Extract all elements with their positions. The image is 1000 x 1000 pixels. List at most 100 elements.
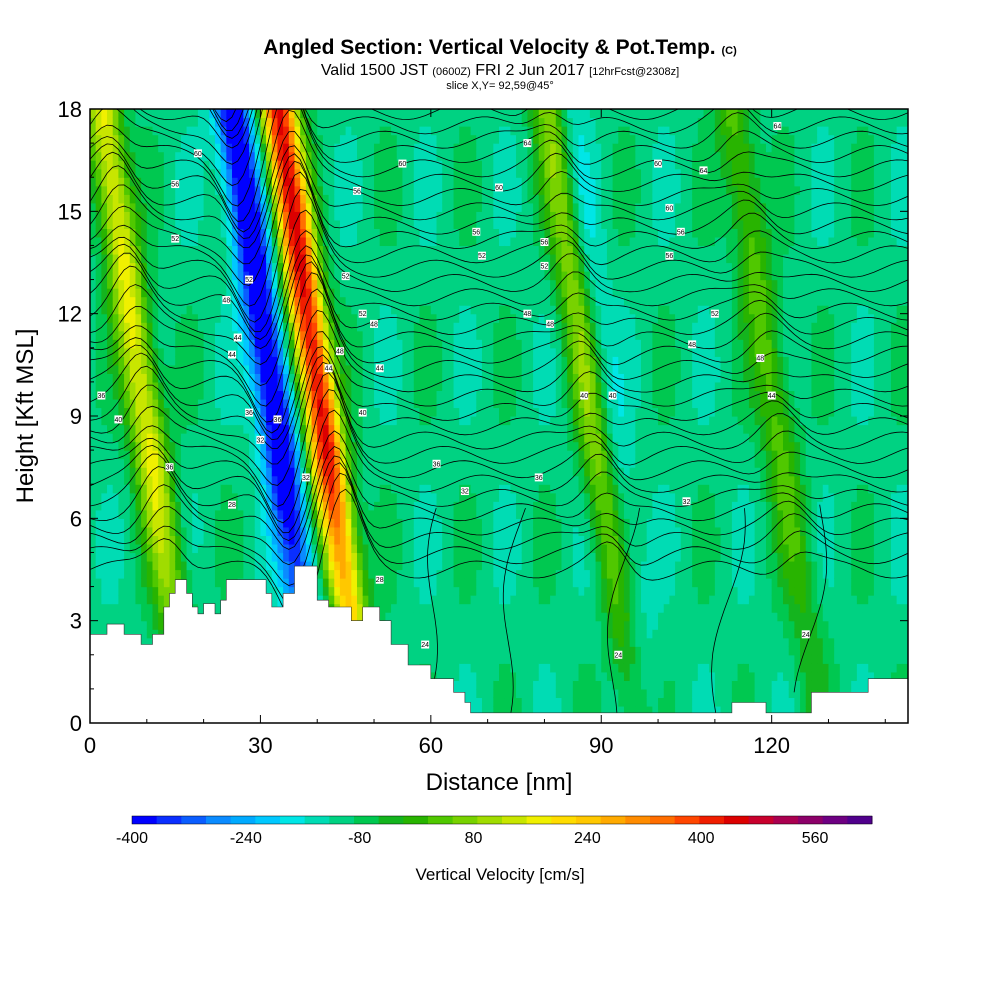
field-cell [345, 168, 352, 178]
field-cell [345, 518, 352, 528]
field-cell [266, 569, 273, 579]
field-cell [192, 356, 199, 366]
field-cell [129, 407, 137, 417]
field-cell [447, 160, 455, 170]
field-cell [288, 347, 296, 357]
field-cell [436, 612, 443, 622]
field-cell [362, 151, 369, 161]
field-cell [351, 117, 358, 127]
field-cell [351, 347, 358, 357]
field-cell [476, 211, 483, 221]
field-cell [408, 373, 415, 383]
field-cell [481, 595, 489, 605]
field-cell [430, 578, 438, 588]
field-cell [135, 416, 142, 426]
field-cell [271, 194, 279, 204]
field-cell [277, 134, 284, 144]
field-cell [237, 347, 244, 357]
field-cell [226, 185, 233, 195]
field-cell [112, 467, 120, 477]
field-cell [141, 279, 148, 289]
field-cell [180, 151, 188, 161]
field-cell [464, 543, 472, 554]
field-cell [425, 620, 432, 630]
field-cell [413, 305, 421, 315]
field-cell [169, 339, 176, 349]
field-cell [169, 185, 176, 195]
field-cell [362, 126, 369, 136]
field-cell [107, 126, 114, 136]
field-cell [339, 228, 347, 238]
field-cell [197, 330, 205, 340]
field-cell [311, 501, 318, 511]
field-cell [464, 313, 472, 323]
field-cell [447, 313, 455, 323]
field-cell [146, 595, 154, 605]
field-cell [362, 134, 369, 144]
field-cell [430, 603, 438, 613]
field-cell [351, 296, 358, 306]
field-cell [356, 296, 364, 306]
field-cell [419, 134, 426, 144]
field-cell [197, 339, 205, 349]
field-cell [180, 356, 188, 366]
field-cell [374, 356, 381, 366]
field-cell [368, 526, 375, 536]
field-cell [135, 501, 142, 511]
field-cell [402, 288, 409, 298]
field-cell [112, 236, 120, 247]
field-cell [368, 373, 375, 383]
field-cell [271, 441, 279, 451]
field-cell [237, 441, 244, 451]
field-cell [391, 168, 398, 178]
field-cell [249, 441, 256, 451]
field-cell [459, 509, 466, 519]
field-cell [158, 620, 165, 630]
field-cell [356, 134, 364, 144]
field-cell [413, 126, 421, 136]
field-cell [118, 535, 125, 545]
field-cell [334, 168, 341, 178]
field-cell [101, 543, 108, 554]
field-cell [374, 211, 381, 221]
field-cell [277, 492, 284, 502]
field-cell [214, 586, 222, 596]
field-cell [464, 390, 472, 400]
field-cell [413, 288, 421, 298]
field-cell [328, 117, 335, 127]
field-cell [192, 109, 199, 119]
field-cell [362, 160, 369, 170]
field-cell [288, 134, 296, 144]
field-cell [146, 288, 154, 298]
field-cell [294, 467, 301, 477]
field-cell [95, 629, 102, 639]
field-cell [112, 501, 120, 511]
field-cell [425, 305, 432, 315]
field-cell [146, 262, 154, 272]
field-cell [391, 492, 398, 502]
field-cell [95, 296, 102, 306]
field-cell [430, 637, 438, 647]
field-cell [408, 126, 415, 136]
field-cell [192, 578, 199, 588]
field-cell [95, 364, 102, 374]
field-cell [101, 245, 108, 255]
field-cell [419, 322, 426, 332]
field-cell [180, 509, 188, 519]
field-cell [453, 509, 460, 519]
field-cell [305, 117, 313, 127]
field-cell [141, 526, 148, 536]
field-cell [118, 492, 125, 502]
field-cell [447, 339, 455, 349]
field-cell [169, 151, 176, 161]
field-cell [408, 518, 415, 528]
field-cell [118, 501, 125, 511]
field-cell [232, 518, 239, 528]
field-cell [197, 347, 205, 357]
field-cell [146, 518, 154, 528]
field-cell [430, 245, 438, 255]
field-cell [163, 143, 171, 153]
field-cell [362, 279, 369, 289]
field-cell [124, 305, 131, 315]
field-cell [203, 390, 210, 400]
